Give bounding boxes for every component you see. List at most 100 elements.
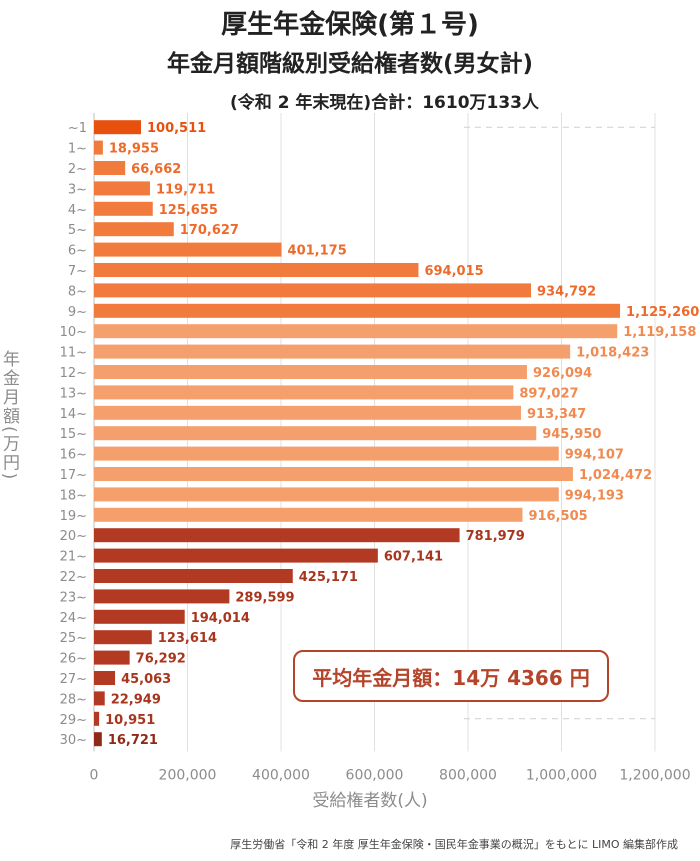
x-axis-label: 受給権者数(人)	[312, 791, 428, 811]
category-label: 22~	[60, 570, 87, 585]
value-label: 607,141	[384, 550, 443, 565]
category-label: 6~	[68, 244, 87, 259]
value-label: 934,792	[537, 284, 596, 299]
value-label: 289,599	[235, 590, 294, 605]
bar	[94, 344, 571, 359]
bar	[94, 691, 105, 706]
category-label: 14~	[60, 407, 87, 422]
category-label: 4~	[68, 203, 87, 218]
value-label: 76,292	[136, 652, 186, 667]
value-label: 125,655	[159, 203, 218, 218]
category-label: 11~	[60, 346, 87, 361]
x-tick-label: 800,000	[439, 767, 497, 783]
average-pension-box: 平均年金月額：14万 4366 円	[293, 650, 609, 702]
bar	[94, 324, 618, 339]
x-tick-label: 0	[90, 767, 99, 783]
category-label: 21~	[60, 550, 87, 565]
bar	[94, 140, 103, 155]
bar	[94, 242, 282, 257]
bar	[94, 569, 293, 583]
bar	[94, 487, 559, 502]
category-label: 29~	[60, 713, 87, 728]
chart-title-line2: 年金月額階級別受給権者数(男女計)	[166, 51, 534, 77]
value-label: 119,711	[156, 182, 215, 197]
value-label: 926,094	[533, 366, 592, 381]
category-label: 12~	[60, 366, 87, 381]
category-label: 7~	[68, 264, 87, 279]
value-label: 781,979	[466, 529, 525, 544]
category-label: 2~	[68, 162, 87, 177]
value-label: 401,175	[288, 244, 347, 259]
bar	[94, 405, 521, 420]
value-label: 10,951	[105, 713, 155, 728]
category-label: 1~	[68, 142, 87, 157]
bar	[94, 120, 141, 135]
bar	[94, 161, 126, 175]
bar	[94, 507, 523, 522]
category-label: 19~	[60, 509, 87, 524]
bar	[94, 467, 573, 481]
value-label: 916,505	[528, 509, 587, 524]
y-axis-label: 年金月額(万円)	[0, 350, 19, 482]
value-label: 123,614	[158, 631, 217, 646]
bar	[94, 711, 100, 726]
category-label: 3~	[68, 182, 87, 197]
value-label: 897,027	[519, 386, 578, 401]
category-label: 17~	[60, 468, 87, 483]
bar	[94, 222, 174, 237]
value-label: 1,024,472	[579, 468, 652, 483]
category-label: 10~	[60, 325, 87, 340]
category-label: 8~	[68, 284, 87, 299]
bar	[94, 385, 514, 400]
bar	[94, 283, 532, 298]
category-label: 23~	[60, 590, 87, 605]
category-label: 18~	[60, 488, 87, 503]
category-label: 9~	[68, 305, 87, 320]
category-label: 5~	[68, 223, 87, 238]
category-label: 15~	[60, 427, 87, 442]
bar	[94, 426, 537, 441]
bar	[94, 732, 102, 747]
category-label: 28~	[60, 692, 87, 707]
value-label: 425,171	[299, 570, 358, 585]
category-label: ~1	[68, 121, 87, 136]
value-label: 22,949	[111, 692, 161, 707]
value-label: 945,950	[542, 427, 601, 442]
source-note: 厚生労働省「令和 2 年度 厚生年金保険・国民年金事業の概況」をもとに LIMO…	[230, 838, 678, 851]
category-label: 26~	[60, 652, 87, 667]
x-tick-label: 1,200,000	[619, 767, 690, 783]
category-label: 25~	[60, 631, 87, 646]
value-label: 170,627	[180, 223, 239, 238]
bar	[94, 589, 230, 604]
category-label: 13~	[60, 386, 87, 401]
x-tick-label: 200,000	[159, 767, 217, 783]
value-label: 194,014	[191, 611, 250, 626]
bar	[94, 365, 527, 379]
category-label: 30~	[60, 733, 87, 748]
category-label: 27~	[60, 672, 87, 687]
value-label: 694,015	[424, 264, 483, 279]
chart-title-line1: 厚生年金保険(第１号)	[221, 10, 479, 40]
value-label: 1,119,158	[623, 325, 696, 340]
bar	[94, 609, 185, 624]
value-label: 16,721	[108, 733, 158, 748]
bar	[94, 528, 460, 543]
bar	[94, 181, 150, 196]
bar	[94, 446, 559, 461]
chart-subtitle: (令和 2 年末現在)合計：1610万133人	[230, 93, 540, 113]
value-label: 1,125,260	[626, 305, 699, 320]
bar	[94, 548, 378, 563]
x-tick-label: 400,000	[252, 767, 310, 783]
value-label: 1,018,423	[576, 346, 649, 361]
value-label: 994,193	[565, 488, 624, 503]
x-tick-label: 600,000	[346, 767, 404, 783]
category-label: 24~	[60, 611, 87, 626]
bar	[94, 650, 130, 665]
value-label: 18,955	[109, 142, 159, 157]
category-label: 20~	[60, 529, 87, 544]
value-label: 994,107	[565, 448, 624, 463]
bar	[94, 303, 621, 318]
x-tick-label: 1,000,000	[526, 767, 597, 783]
bar	[94, 630, 152, 645]
category-label: 16~	[60, 448, 87, 463]
